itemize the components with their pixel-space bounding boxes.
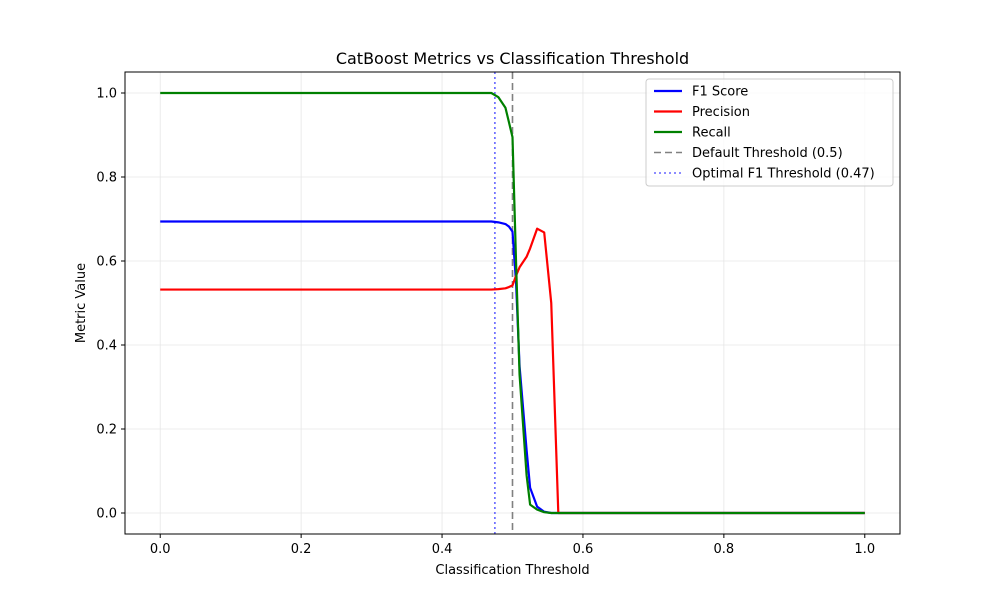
x-tick-label-1: 0.2: [291, 542, 312, 557]
legend-label-3: Default Threshold (0.5): [692, 146, 843, 161]
x-axis-label: Classification Threshold: [435, 563, 589, 578]
y-tick-label-5: 1.0: [96, 87, 117, 102]
plot-frame: [124, 71, 901, 535]
x-tick-label-2: 0.4: [432, 542, 453, 557]
x-axis-ticks: 0.0 0.2 0.4 0.6 0.8 1.0: [150, 534, 875, 557]
y-tick-label-2: 0.4: [96, 339, 117, 354]
legend-label-1: Precision: [692, 105, 750, 120]
legend-label-2: Recall: [692, 126, 731, 141]
y-axis-label: Metric Value: [74, 263, 89, 343]
y-tick-label-0: 0.0: [96, 507, 117, 522]
series-line-precision: [160, 227, 865, 515]
y-axis-ticks: 0.0 0.2 0.4 0.6 0.8 1.0: [96, 87, 125, 522]
series-line-recall: [160, 91, 865, 515]
chart-title: CatBoost Metrics vs Classification Thres…: [336, 49, 689, 68]
y-tick-label-1: 0.2: [96, 423, 117, 438]
y-tick-label-4: 0.8: [96, 171, 117, 186]
y-tick-label-3: 0.6: [96, 255, 117, 270]
legend-label-4: Optimal F1 Threshold (0.47): [692, 167, 875, 182]
x-tick-label-5: 1.0: [854, 542, 875, 557]
legend-box: [645, 78, 894, 187]
x-tick-label-4: 0.8: [714, 542, 735, 557]
x-tick-label-0: 0.0: [150, 542, 171, 557]
series-lines: [160, 91, 865, 515]
x-tick-label-3: 0.6: [573, 542, 594, 557]
legend: F1 Score Precision Recall Default Threshold…: [645, 78, 894, 187]
legend-label-0: F1 Score: [692, 85, 748, 100]
